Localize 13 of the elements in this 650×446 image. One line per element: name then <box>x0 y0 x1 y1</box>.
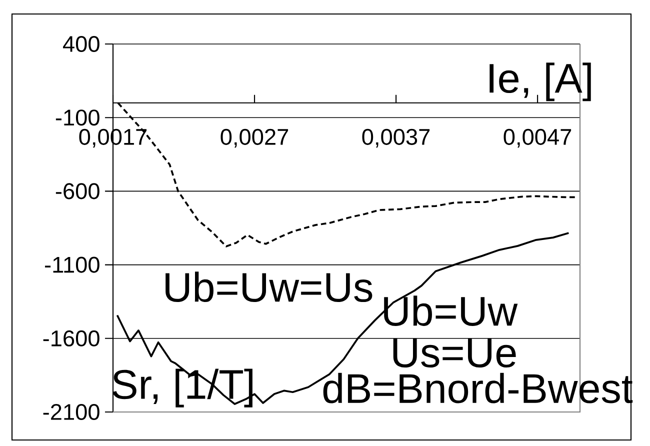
x-axis-title: Ie, [A] <box>490 62 591 102</box>
annotation: Ub=Uw <box>384 296 518 326</box>
y-tick-label: -600 <box>56 183 100 200</box>
x-tick-label: 0,0027 <box>220 128 288 148</box>
y-tick-label: -1600 <box>43 330 100 346</box>
y-tick-label: -1100 <box>45 256 100 273</box>
x-tick-label: 0,0037 <box>362 128 430 148</box>
y-tick-label: 400 <box>63 36 100 52</box>
y-tick-label: -100 <box>56 110 100 126</box>
y-tick-label: -2100 <box>43 404 100 420</box>
x-tick-label: 0,0047 <box>504 128 572 148</box>
annotation: Us=Ue <box>393 338 516 368</box>
annotation: Ub=Uw=Us <box>166 272 372 302</box>
